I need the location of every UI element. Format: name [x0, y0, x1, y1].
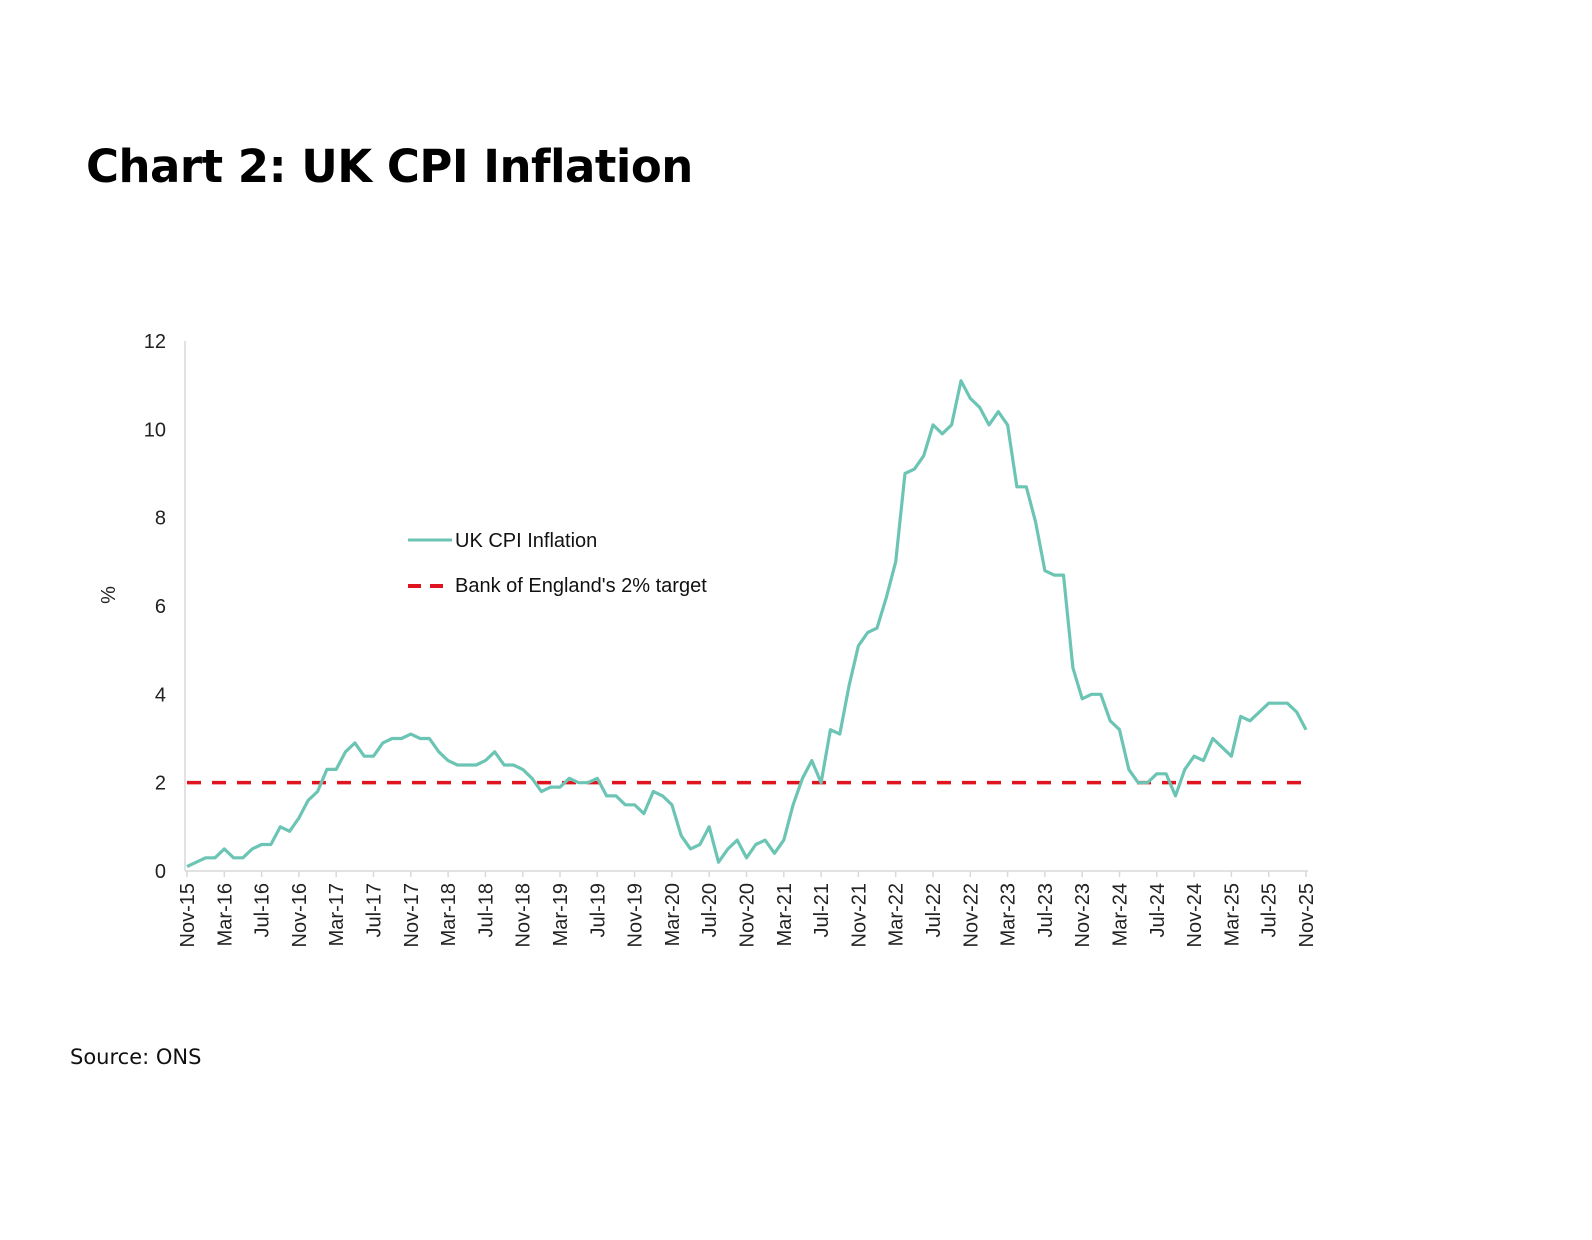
y-tick-label: 2 [155, 773, 166, 795]
y-tick-label: 0 [155, 861, 166, 883]
x-tick-label: Nov-25 [1296, 883, 1318, 947]
x-tick-label: Mar-23 [998, 883, 1020, 946]
y-tick-label: 12 [144, 331, 166, 353]
x-axis: Nov-15 Mar-16 Jul-16 Nov-16 Mar-17 Jul-17 Nov-… [177, 870, 1318, 947]
legend: UK CPI Inflation Bank of England's 2% ta… [408, 530, 707, 597]
x-tick-label: Mar-24 [1110, 883, 1132, 946]
x-tick-label: Jul-16 [252, 883, 274, 937]
x-tick-label: Nov-18 [513, 883, 535, 947]
x-tick-label: Nov-21 [848, 883, 870, 947]
legend-label-cpi: UK CPI Inflation [455, 530, 597, 552]
x-tick-label: Nov-20 [737, 883, 759, 947]
x-tick-label: Jul-18 [475, 883, 497, 937]
x-tick-label: Mar-19 [550, 883, 572, 946]
y-tick-label: 8 [155, 508, 166, 530]
x-tick-label: Nov-15 [177, 883, 199, 947]
source-note: Source: ONS [70, 1045, 202, 1069]
x-tick-label: Nov-17 [401, 883, 423, 947]
x-tick-label: Jul-24 [1147, 883, 1169, 937]
plot-area [186, 379, 1308, 869]
x-tick-label: Nov-23 [1072, 883, 1094, 947]
x-tick-label: Mar-21 [774, 883, 796, 946]
x-tick-label: Jul-21 [811, 883, 833, 937]
x-tick-label: Mar-17 [326, 883, 348, 946]
x-tick-label: Jul-17 [364, 883, 386, 937]
x-tick-label: Mar-25 [1221, 883, 1243, 946]
x-tick-label: Mar-20 [662, 883, 684, 946]
x-tick-label: Jul-22 [923, 883, 945, 937]
x-tick-label: Mar-18 [438, 883, 460, 946]
x-tick-label: Jul-25 [1259, 883, 1281, 937]
x-tick-label: Jul-19 [587, 883, 609, 937]
x-tick-label: Mar-22 [886, 883, 908, 946]
x-tick-label: Nov-22 [960, 883, 982, 947]
x-tick-label: Mar-16 [214, 883, 236, 946]
y-tick-label: 4 [155, 684, 166, 706]
y-tick-label: 6 [155, 596, 166, 618]
x-tick-label: Jul-23 [1035, 883, 1057, 937]
y-axis-title: % [98, 586, 120, 604]
y-tick-label: 10 [144, 419, 166, 441]
x-tick-label: Nov-16 [289, 883, 311, 947]
x-tick-label: Nov-24 [1184, 883, 1206, 947]
legend-label-target: Bank of England's 2% target [455, 575, 707, 597]
chart-title: Chart 2: UK CPI Inflation [86, 140, 693, 193]
x-tick-label: Jul-20 [699, 883, 721, 937]
cpi-line [186, 379, 1308, 869]
y-axis: 0 2 4 6 8 10 12 [144, 331, 186, 883]
x-tick-label: Nov-19 [625, 883, 647, 947]
